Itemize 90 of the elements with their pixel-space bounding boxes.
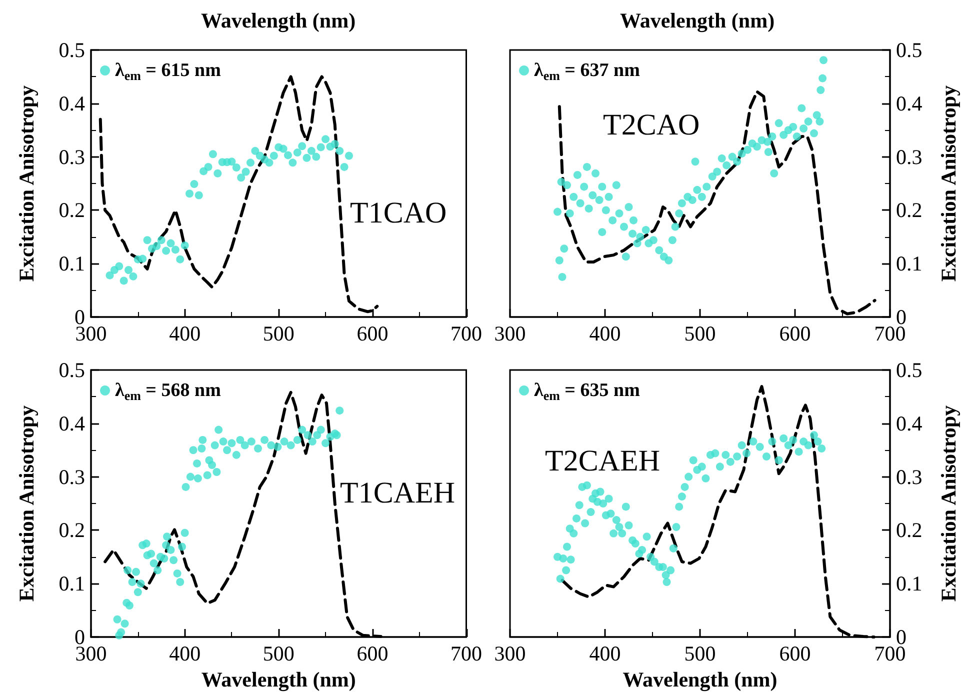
point xyxy=(120,276,128,285)
point xyxy=(344,152,353,160)
point xyxy=(208,150,217,158)
point xyxy=(124,266,133,274)
x-tick-label: 300 xyxy=(494,642,526,666)
point xyxy=(242,168,250,176)
y-tick-label: 0.1 xyxy=(896,252,922,276)
y-tick-label: 0.2 xyxy=(58,198,85,222)
annotation: T1CAO xyxy=(350,196,447,230)
x-tick-label: 400 xyxy=(169,322,201,346)
point xyxy=(336,146,344,155)
y-axis-title: Excitation Anisotropy xyxy=(936,404,960,602)
x-tick-label: 400 xyxy=(589,642,621,666)
point xyxy=(251,146,260,155)
point xyxy=(265,158,274,167)
point xyxy=(322,135,330,144)
point xyxy=(204,162,212,171)
x-tick-label: 400 xyxy=(169,642,201,666)
point xyxy=(316,143,325,152)
point xyxy=(162,246,170,255)
y-tick-label: 0.2 xyxy=(896,518,922,542)
point xyxy=(176,255,184,264)
point xyxy=(330,140,339,148)
point xyxy=(214,169,222,178)
point xyxy=(166,239,175,248)
y-axis-title: Excitation Anisotropy xyxy=(14,404,38,602)
point xyxy=(228,158,236,166)
y-tick-label: 0.3 xyxy=(58,144,85,169)
x-tick-label: 500 xyxy=(684,642,716,666)
point xyxy=(307,146,316,155)
x-tick-label: 600 xyxy=(779,642,811,666)
y-tick-label: 0.4 xyxy=(896,91,923,116)
y-tick-label: 0.3 xyxy=(896,464,922,489)
x-tick-label: 500 xyxy=(684,322,716,346)
point xyxy=(115,262,124,270)
x-tick-label: 500 xyxy=(262,642,294,666)
y-tick-label: 0.2 xyxy=(896,198,922,222)
annotation: T2CAO xyxy=(603,108,700,142)
y-tick-label: 0.5 xyxy=(58,38,85,62)
point xyxy=(279,144,288,153)
point xyxy=(293,148,302,157)
point xyxy=(157,236,166,244)
point xyxy=(180,241,189,250)
point xyxy=(246,158,254,167)
point xyxy=(190,180,198,188)
x-axis-title: Wavelength (nm) xyxy=(201,8,356,32)
point xyxy=(284,151,292,160)
y-tick-label: 0.1 xyxy=(58,252,85,276)
y-tick-label: 0.5 xyxy=(896,38,922,62)
point xyxy=(302,154,311,162)
annotation: T2CAEH xyxy=(545,444,660,478)
y-tick-label: 0.4 xyxy=(58,91,86,116)
point xyxy=(143,236,152,244)
y-tick-label: 0.1 xyxy=(58,572,85,596)
x-tick-label: 600 xyxy=(356,642,388,666)
point xyxy=(138,254,147,263)
x-tick-label: 600 xyxy=(779,322,811,346)
x-tick-label: 700 xyxy=(450,642,482,666)
point xyxy=(298,142,306,150)
point xyxy=(340,162,348,171)
point xyxy=(312,152,320,161)
point xyxy=(186,190,194,198)
y-tick-label: 0.4 xyxy=(58,411,86,436)
y-axis-title: Excitation Anisotropy xyxy=(936,84,960,282)
y-tick-label: 0.4 xyxy=(896,411,923,436)
point xyxy=(270,152,278,160)
point xyxy=(129,272,138,280)
y-tick-label: 0.1 xyxy=(896,572,922,596)
x-axis-title: Wavelength (nm) xyxy=(622,667,778,692)
x-tick-label: 300 xyxy=(494,322,526,346)
x-axis-title: Wavelength (nm) xyxy=(201,667,356,692)
point xyxy=(152,242,161,250)
y-tick-label: 0.5 xyxy=(58,358,85,382)
y-tick-label: 0.3 xyxy=(58,464,85,489)
x-tick-label: 500 xyxy=(262,322,294,346)
y-axis-title: Excitation Anisotropy xyxy=(14,84,38,282)
x-axis-title: Wavelength (nm) xyxy=(620,8,775,32)
y-tick-label: 0.2 xyxy=(58,518,85,542)
x-tick-label: 600 xyxy=(356,322,388,346)
point xyxy=(237,174,246,182)
x-tick-label: 400 xyxy=(589,322,621,346)
point xyxy=(288,158,297,167)
y-tick-label: 0.3 xyxy=(896,144,922,169)
point xyxy=(232,163,240,172)
annotation: T1CAEH xyxy=(340,476,455,510)
point xyxy=(106,271,114,280)
point xyxy=(194,191,203,200)
point xyxy=(171,246,180,254)
y-tick-label: 0.5 xyxy=(896,358,922,382)
x-tick-label: 700 xyxy=(450,322,482,346)
